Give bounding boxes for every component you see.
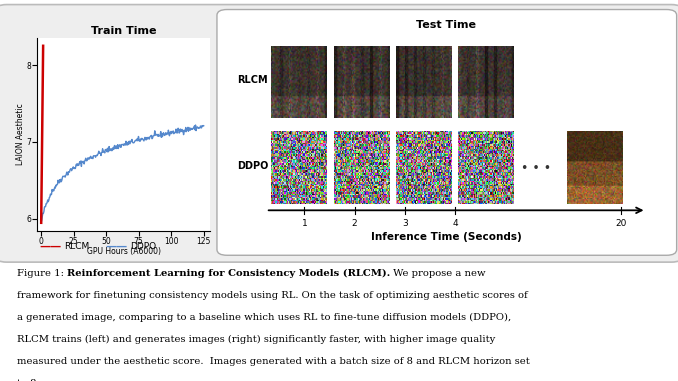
X-axis label: GPU Hours (A6000): GPU Hours (A6000) [87, 247, 161, 256]
Text: ——: —— [39, 242, 62, 252]
Text: • • •: • • • [521, 162, 551, 175]
Text: Test Time: Test Time [416, 20, 476, 30]
Text: DDPO: DDPO [237, 161, 268, 171]
Text: We propose a new: We propose a new [391, 269, 486, 278]
Text: 2: 2 [352, 219, 357, 229]
Text: 4: 4 [452, 219, 458, 229]
Text: a generated image, comparing to a baseline which uses RL to fine-tune diffusion : a generated image, comparing to a baseli… [17, 313, 511, 322]
Text: Figure 1:: Figure 1: [17, 269, 67, 278]
Text: measured under the aesthetic score.  Images generated with a batch size of 8 and: measured under the aesthetic score. Imag… [17, 357, 530, 366]
Text: Reinforcement Learning for Consistency Models (RLCM).: Reinforcement Learning for Consistency M… [67, 269, 391, 279]
Text: DDPO: DDPO [130, 242, 157, 251]
Text: RLCM: RLCM [64, 242, 89, 251]
Text: 3: 3 [402, 219, 407, 229]
Text: RLCM: RLCM [237, 75, 268, 85]
Text: framework for finetuning consistency models using RL. On the task of optimizing : framework for finetuning consistency mod… [17, 291, 527, 300]
Text: Inference Time (Seconds): Inference Time (Seconds) [371, 232, 521, 242]
Text: RLCM trains (left) and generates images (right) significantly faster, with highe: RLCM trains (left) and generates images … [17, 335, 495, 344]
Title: Train Time: Train Time [91, 26, 157, 36]
Text: 1: 1 [302, 219, 307, 229]
Y-axis label: LAION Aesthetic: LAION Aesthetic [16, 103, 25, 165]
Text: to 8.: to 8. [17, 378, 39, 381]
Text: ——: —— [105, 242, 127, 252]
Text: 20: 20 [616, 219, 627, 229]
